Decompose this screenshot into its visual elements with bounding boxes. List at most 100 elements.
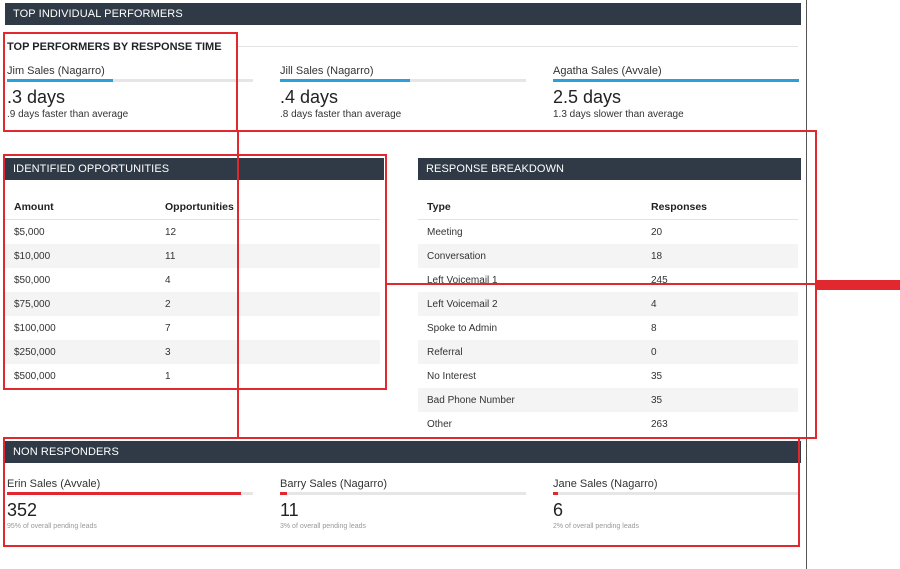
non-responder-card[interactable]: Jane Sales (Nagarro) 6 2% of overall pen… — [553, 477, 799, 530]
type-cell: Meeting — [427, 226, 463, 238]
table-row: $5,000 12 — [5, 220, 380, 245]
non-responder-count: 352 — [7, 500, 38, 520]
response-breakdown-table: Type Responses Meeting 20 Conversation 18 Le… — [418, 195, 798, 436]
type-cell: Referral — [418, 340, 642, 364]
opportunities-header: IDENTIFIED OPPORTUNITIES — [5, 158, 384, 180]
responses-cell: 20 — [651, 226, 663, 238]
responses-cell: 263 — [651, 418, 668, 430]
non-responder-note: 3% of overall pending leads — [280, 523, 367, 530]
table-row: Referral 0 — [418, 340, 798, 364]
responses-cell: 35 — [642, 388, 798, 412]
non-responder-note: 2% of overall pending leads — [553, 523, 640, 530]
response-breakdown-header: RESPONSE BREAKDOWN — [418, 158, 801, 180]
table-row: Spoke to Admin 8 — [418, 316, 798, 340]
opportunities-cell: 4 — [165, 274, 171, 286]
table-row: $50,000 4 — [5, 268, 380, 292]
dashboard-page: TOP INDIVIDUAL PERFORMERS TOP PERFORMERS… — [5, 0, 807, 569]
opportunities-cell: 11 — [156, 244, 380, 268]
amount-cell: $500,000 — [14, 370, 56, 382]
amount-cell: $100,000 — [14, 322, 56, 334]
performer-name: Jill Sales (Nagarro) — [280, 65, 374, 77]
table-header-row: Amount Opportunities — [5, 195, 380, 220]
non-responder-name: Barry Sales (Nagarro) — [280, 478, 387, 490]
type-cell: Left Voicemail 2 — [418, 292, 642, 316]
amount-cell: $75,000 — [5, 292, 156, 316]
non-responder-note: 95% of overall pending leads — [7, 523, 97, 530]
top-performers-header: TOP INDIVIDUAL PERFORMERS — [5, 3, 801, 25]
table-row: Left Voicemail 1 245 — [418, 268, 798, 292]
responses-cell: 8 — [651, 322, 657, 334]
table-row: $500,000 1 — [5, 364, 380, 388]
non-responder-bar-fill — [280, 492, 288, 495]
non-responder-card[interactable]: Barry Sales (Nagarro) 11 3% of overall p… — [280, 477, 526, 530]
table-row: $75,000 2 — [5, 292, 380, 316]
performer-bar — [7, 79, 253, 82]
response-time-subtitle: TOP PERFORMERS BY RESPONSE TIME — [7, 41, 222, 53]
non-responder-bar-fill — [553, 492, 558, 495]
non-responder-bar-fill — [7, 492, 241, 495]
performer-bar-fill — [280, 79, 411, 82]
performer-note: .8 days faster than average — [280, 109, 402, 120]
amount-cell: $50,000 — [14, 274, 51, 286]
performer-value: .4 days — [280, 87, 339, 107]
non-responders-header: NON RESPONDERS — [5, 441, 801, 463]
type-cell: Spoke to Admin — [427, 322, 498, 334]
non-responder-count: 6 — [553, 500, 564, 520]
col-header-opportunities: Opportunities — [156, 195, 380, 220]
performer-card[interactable]: Jim Sales (Nagarro) .3 days .9 days fast… — [7, 64, 253, 120]
performer-value: 2.5 days — [553, 87, 622, 107]
table-row: $250,000 3 — [5, 340, 380, 364]
amount-cell: $10,000 — [5, 244, 156, 268]
non-responder-bar — [553, 492, 799, 495]
table-row: No Interest 35 — [418, 364, 798, 388]
non-responder-count: 11 — [280, 500, 299, 520]
subtitle-divider — [237, 46, 798, 47]
col-header-amount: Amount — [5, 195, 156, 220]
table-row: Conversation 18 — [418, 244, 798, 268]
type-cell: Left Voicemail 1 — [427, 274, 498, 286]
non-responder-name: Jane Sales (Nagarro) — [553, 478, 658, 490]
responses-cell: 4 — [642, 292, 798, 316]
performer-bar-fill — [553, 79, 799, 82]
opportunities-cell: 2 — [156, 292, 380, 316]
table-row: $100,000 7 — [5, 316, 380, 340]
type-cell: Conversation — [418, 244, 642, 268]
non-responder-bar — [7, 492, 253, 495]
performer-bar — [553, 79, 799, 82]
opportunities-cell: 1 — [165, 370, 171, 382]
type-cell: Bad Phone Number — [418, 388, 642, 412]
responses-cell: 35 — [651, 370, 663, 382]
type-cell: Other — [427, 418, 453, 430]
opportunities-cell: 3 — [156, 340, 380, 364]
opportunities-cell: 7 — [165, 322, 171, 334]
table-row: $10,000 11 — [5, 244, 380, 268]
table-row: Other 263 — [418, 412, 798, 436]
performer-card[interactable]: Jill Sales (Nagarro) .4 days .8 days fas… — [280, 64, 526, 120]
performer-bar-fill — [7, 79, 113, 82]
col-header-responses: Responses — [642, 195, 798, 220]
performer-name: Agatha Sales (Avvale) — [553, 65, 662, 77]
highlight-arrow-bar — [817, 280, 900, 290]
non-responder-card[interactable]: Erin Sales (Avvale) 352 95% of overall p… — [7, 477, 253, 530]
performer-card[interactable]: Agatha Sales (Avvale) 2.5 days 1.3 days … — [553, 64, 799, 120]
responses-cell: 245 — [651, 274, 668, 286]
col-header-type: Type — [418, 195, 642, 220]
performer-note: 1.3 days slower than average — [553, 109, 684, 120]
amount-cell: $5,000 — [14, 226, 45, 238]
opportunities-cell: 12 — [165, 226, 177, 238]
table-row: Bad Phone Number 35 — [418, 388, 798, 412]
type-cell: No Interest — [427, 370, 476, 382]
non-responder-name: Erin Sales (Avvale) — [7, 478, 101, 490]
amount-cell: $250,000 — [5, 340, 156, 364]
performer-bar — [280, 79, 526, 82]
opportunities-table: Amount Opportunities $5,000 12 $10,000 11 $5… — [5, 195, 380, 388]
table-header-row: Type Responses — [418, 195, 798, 220]
performer-name: Jim Sales (Nagarro) — [7, 65, 105, 77]
table-row: Meeting 20 — [418, 220, 798, 245]
performer-note: .9 days faster than average — [7, 109, 129, 120]
responses-cell: 0 — [642, 340, 798, 364]
performer-value: .3 days — [7, 87, 66, 107]
responses-cell: 18 — [642, 244, 798, 268]
non-responder-bar — [280, 492, 526, 495]
